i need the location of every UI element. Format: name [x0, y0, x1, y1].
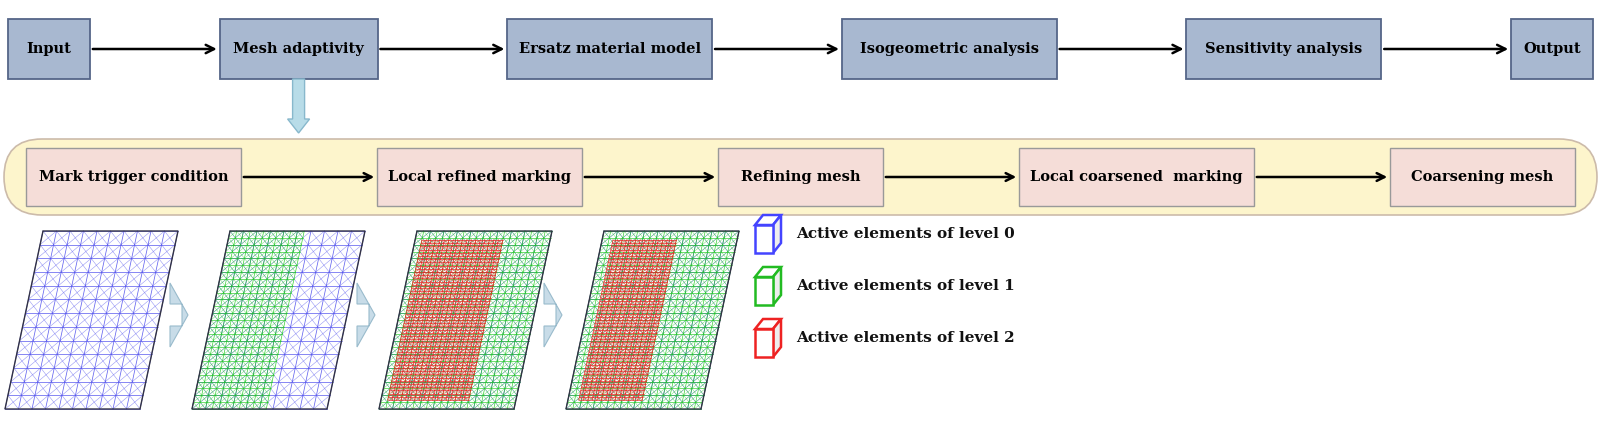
Text: Refining mesh: Refining mesh [741, 170, 860, 184]
Text: Mark trigger condition: Mark trigger condition [38, 170, 229, 184]
Polygon shape [288, 79, 309, 133]
Polygon shape [773, 267, 781, 305]
Text: Mesh adaptivity: Mesh adaptivity [234, 42, 363, 56]
Polygon shape [773, 215, 781, 253]
Text: Local refined marking: Local refined marking [387, 170, 572, 184]
FancyBboxPatch shape [1511, 19, 1593, 79]
Text: Active elements of level 0: Active elements of level 0 [796, 227, 1015, 241]
Polygon shape [756, 215, 781, 225]
Text: Input: Input [27, 42, 72, 56]
FancyBboxPatch shape [1018, 148, 1254, 206]
FancyBboxPatch shape [376, 148, 583, 206]
Text: Local coarsened  marking: Local coarsened marking [1031, 170, 1242, 184]
FancyBboxPatch shape [8, 19, 90, 79]
FancyBboxPatch shape [756, 277, 773, 305]
FancyBboxPatch shape [756, 225, 773, 253]
Text: Sensitivity analysis: Sensitivity analysis [1206, 42, 1362, 56]
FancyBboxPatch shape [717, 148, 884, 206]
Text: Isogeometric analysis: Isogeometric analysis [860, 42, 1039, 56]
Text: Active elements of level 2: Active elements of level 2 [796, 331, 1015, 345]
Polygon shape [357, 283, 375, 347]
FancyBboxPatch shape [508, 19, 712, 79]
Polygon shape [544, 283, 562, 347]
FancyBboxPatch shape [3, 139, 1598, 215]
FancyBboxPatch shape [1390, 148, 1575, 206]
FancyBboxPatch shape [1186, 19, 1382, 79]
Text: Ersatz material model: Ersatz material model [519, 42, 701, 56]
Polygon shape [773, 319, 781, 357]
Text: Active elements of level 1: Active elements of level 1 [796, 279, 1015, 293]
Text: Coarsening mesh: Coarsening mesh [1412, 170, 1553, 184]
FancyBboxPatch shape [842, 19, 1057, 79]
Polygon shape [170, 283, 187, 347]
Polygon shape [756, 319, 781, 329]
FancyBboxPatch shape [219, 19, 378, 79]
Polygon shape [756, 267, 781, 277]
FancyBboxPatch shape [756, 329, 773, 357]
Text: Output: Output [1523, 42, 1580, 56]
FancyBboxPatch shape [26, 148, 242, 206]
